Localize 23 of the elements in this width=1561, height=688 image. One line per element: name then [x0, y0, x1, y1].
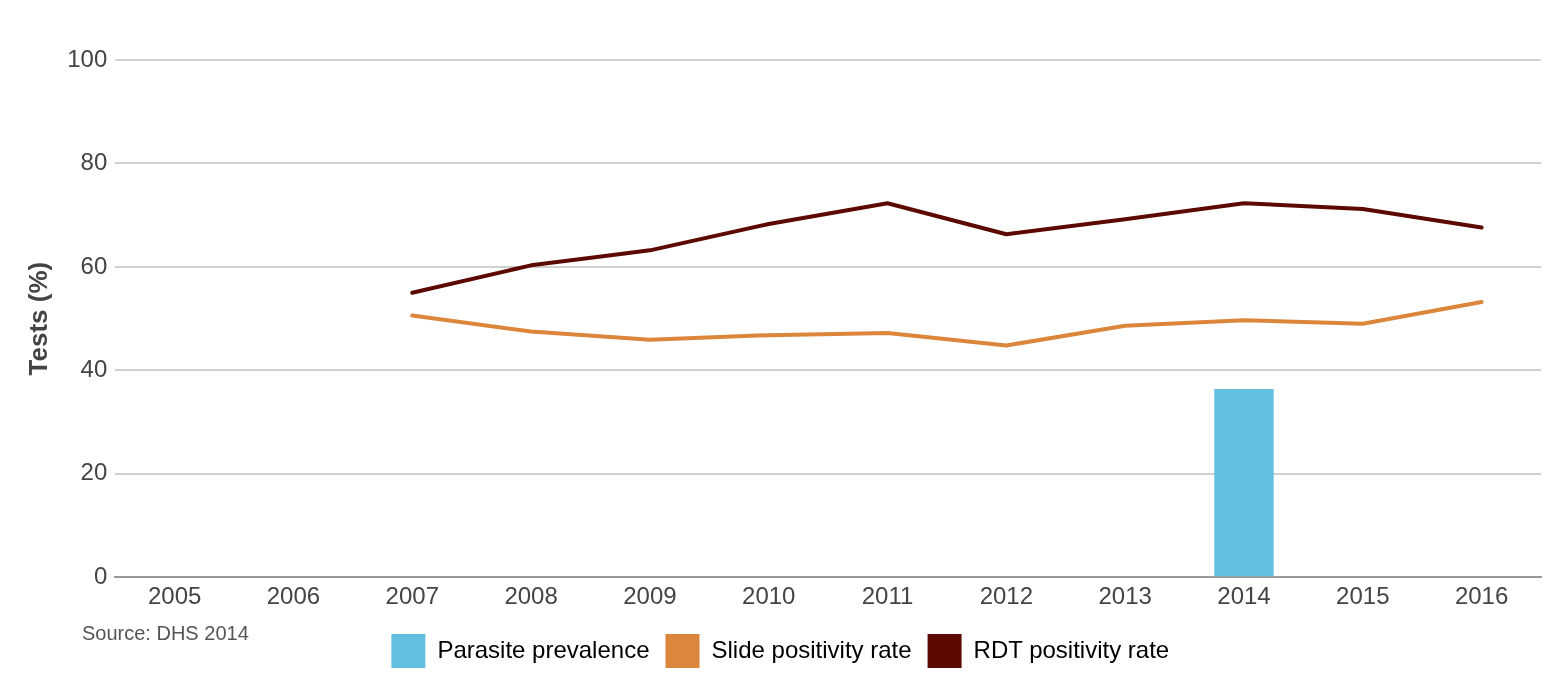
x-tick-label: 2006: [266, 582, 321, 610]
x-tick-label: 2013: [1098, 582, 1152, 610]
x-tick-label: 2007: [385, 582, 439, 610]
y-tick-label: 100: [67, 44, 108, 72]
y-tick-label: 0: [93, 561, 108, 589]
x-tick-label: 2014: [1217, 582, 1271, 610]
y-tick-label: 40: [80, 354, 108, 382]
x-tick-label: 2016: [1454, 582, 1509, 610]
x-tick-label: 2012: [979, 582, 1034, 610]
source-note: Source: DHS 2014: [82, 621, 249, 644]
x-tick-label: 2011: [861, 582, 914, 610]
legend-label: Slide positivity rate: [711, 635, 912, 663]
x-tick-label: 2009: [623, 582, 677, 610]
legend-label: RDT positivity rate: [973, 635, 1170, 663]
x-tick-label: 2005: [147, 582, 202, 610]
legend-label: Parasite prevalence: [437, 635, 650, 663]
x-tick-label: 2010: [742, 582, 796, 610]
y-tick-label: 80: [80, 148, 108, 176]
y-tick-label: 20: [80, 458, 108, 486]
y-tick-label: 60: [80, 251, 108, 279]
y-axis-title: Tests (%): [22, 261, 53, 376]
x-tick-label: 2015: [1336, 582, 1390, 610]
x-tick-label: 2008: [504, 582, 558, 610]
